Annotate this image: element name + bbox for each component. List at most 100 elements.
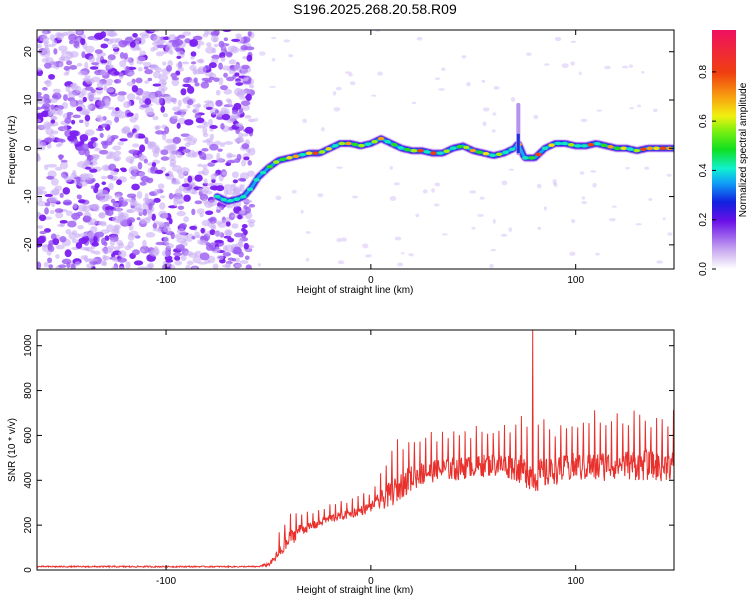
noise-cell: [248, 118, 256, 123]
noise-cell: [106, 78, 114, 84]
noise-cell: [235, 122, 244, 127]
noise-cell: [47, 110, 53, 116]
noise-cell: [248, 221, 255, 228]
noise-cell: [190, 61, 197, 65]
noise-cell: [38, 196, 43, 203]
noise-cell: [172, 106, 181, 112]
noise-cell: [441, 67, 446, 72]
noise-cell: [221, 113, 231, 121]
noise-cell: [61, 173, 67, 179]
noise-cell: [77, 180, 88, 187]
noise-cell: [203, 178, 208, 185]
noise-cell: [147, 112, 155, 116]
signal-core-cell: [607, 145, 614, 149]
noise-cell: [146, 177, 154, 184]
signal-core-cell: [495, 152, 503, 157]
noise-cell: [253, 117, 259, 122]
noise-cell: [193, 77, 198, 84]
noise-cell: [115, 206, 122, 213]
noise-cell: [177, 34, 186, 39]
signal-core-cell: [554, 141, 562, 146]
noise-cell: [666, 173, 672, 177]
noise-cell: [233, 87, 243, 96]
noise-cell: [65, 210, 73, 216]
noise-cell: [580, 118, 588, 123]
noise-cell: [138, 171, 146, 177]
noise-cell: [113, 71, 120, 76]
noise-cell: [48, 196, 58, 203]
noise-cell: [62, 124, 68, 132]
noise-cell: [50, 178, 59, 186]
noise-cell: [245, 264, 252, 269]
noise-cell: [156, 44, 167, 49]
noise-cell: [635, 223, 642, 226]
snr-series-line: [37, 330, 674, 569]
signal-core-cell: [240, 194, 247, 199]
noise-cell: [167, 60, 173, 67]
noise-cell: [160, 87, 166, 96]
noise-cell: [72, 114, 81, 119]
noise-cell: [102, 254, 107, 262]
noise-cell: [103, 38, 110, 42]
noise-cell: [243, 76, 249, 82]
noise-cell: [192, 255, 202, 264]
noise-cell: [87, 231, 95, 239]
noise-cell: [209, 143, 219, 151]
noise-cell: [112, 145, 122, 151]
signal-core-cell: [423, 150, 431, 154]
noise-cell: [101, 247, 112, 254]
noise-cell: [196, 43, 201, 49]
noise-cell: [469, 190, 477, 194]
noise-cell: [37, 200, 47, 207]
noise-cell: [197, 67, 202, 75]
noise-cell: [116, 179, 122, 186]
noise-cell: [543, 206, 547, 211]
noise-cell: [232, 187, 241, 195]
noise-cell: [130, 205, 135, 209]
noise-cell: [219, 85, 228, 91]
noise-cell: [106, 87, 115, 93]
noise-cell: [214, 109, 219, 114]
noise-cell: [537, 226, 542, 231]
noise-cell: [571, 218, 576, 224]
noise-cell: [197, 163, 203, 167]
noise-cell: [204, 79, 213, 83]
noise-cell: [48, 73, 56, 80]
noise-cell: [198, 187, 203, 192]
noise-cell: [364, 254, 372, 258]
noise-cell: [105, 30, 115, 37]
noise-cell: [172, 97, 177, 105]
signal-core-cell: [482, 151, 490, 156]
signal-core-cell: [286, 156, 293, 160]
noise-cell: [152, 83, 162, 87]
noise-cell: [76, 30, 83, 35]
noise-cell: [76, 194, 82, 200]
noise-cell: [160, 156, 170, 161]
noise-cell: [214, 140, 221, 146]
noise-cell: [165, 173, 170, 177]
noise-cell: [73, 40, 80, 48]
noise-cell: [142, 208, 148, 216]
noise-cell: [214, 230, 223, 237]
noise-cell: [217, 148, 223, 152]
signal-core-cell: [456, 144, 463, 149]
noise-cell: [147, 77, 153, 82]
noise-cell: [144, 80, 150, 84]
noise-cell: [155, 130, 164, 135]
noise-cell: [244, 114, 252, 119]
noise-cell: [186, 238, 193, 242]
snr-panel: -100 0 100 0 200 400 600 800 1000 Height of str…: [7, 329, 675, 596]
noise-cell: [220, 122, 225, 130]
noise-cell: [422, 189, 428, 194]
noise-cell: [121, 111, 126, 115]
noise-cell: [433, 203, 440, 207]
noise-cell: [78, 233, 88, 238]
noise-cell: [77, 70, 88, 76]
noise-cell: [177, 117, 187, 124]
noise-cell: [219, 142, 226, 147]
noise-cell: [177, 205, 185, 210]
noise-cell: [244, 255, 250, 261]
signal-core-cell: [443, 149, 450, 153]
noise-cell: [142, 61, 152, 67]
signal-core-cell: [338, 141, 345, 146]
